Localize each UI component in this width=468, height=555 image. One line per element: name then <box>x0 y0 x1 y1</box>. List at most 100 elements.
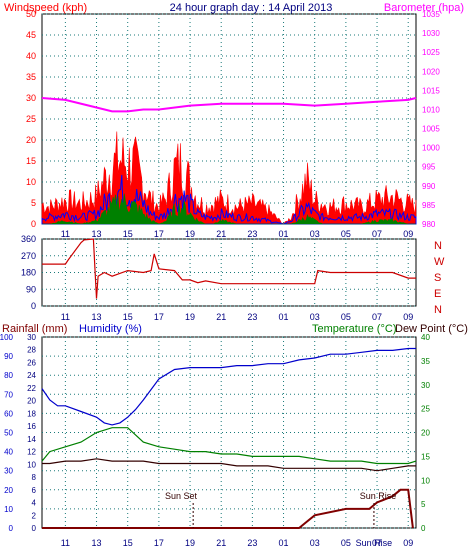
rain-y-tick: 14 <box>27 435 36 444</box>
wind-y-tick: 20 <box>26 135 36 145</box>
bottom-x-tick: 09 <box>403 538 413 548</box>
rain-y-tick: 12 <box>27 448 36 457</box>
rain-y-tick: 16 <box>27 422 36 431</box>
barometer-y-tick: 990 <box>422 182 436 191</box>
direction-x-tick: 21 <box>216 312 226 322</box>
barometer-axis-title: Barometer (hpa) <box>384 2 464 14</box>
wind-x-tick: 07 <box>372 229 382 239</box>
direction-x-tick: 13 <box>92 312 102 322</box>
bottom-x-tick: 11 <box>61 538 70 548</box>
direction-series <box>42 238 416 299</box>
humidity-axis-title: Humidity (%) <box>79 323 142 335</box>
wind-y-tick: 5 <box>31 198 36 208</box>
barometer-y-tick: 985 <box>422 201 436 210</box>
temperature-y-tick: 15 <box>421 452 430 461</box>
sunset-annotation: Sun Set <box>165 491 198 501</box>
wind-y-tick: 40 <box>26 51 36 61</box>
direction-x-tick: 17 <box>154 312 164 322</box>
rain-y-tick: 0 <box>32 524 37 533</box>
barometer-y-tick: 1000 <box>422 144 440 153</box>
direction-y-tick: 0 <box>31 301 36 311</box>
bottom-x-tick: 03 <box>310 538 320 548</box>
temperature-axis-title: Temperature (°C) <box>312 323 396 335</box>
humidity-y-tick: 40 <box>4 448 13 457</box>
barometer-series <box>41 97 417 113</box>
direction-letter-s: S <box>434 272 441 284</box>
wind-x-tick: 03 <box>310 229 320 239</box>
wind-x-tick: 01 <box>279 229 289 239</box>
wind-y-tick: 35 <box>26 72 36 82</box>
barometer-y-tick: 1010 <box>422 105 440 114</box>
direction-x-tick: 11 <box>61 312 70 322</box>
bottom-x-tick: 17 <box>154 538 164 548</box>
direction-y-tick: 360 <box>21 234 36 244</box>
humidity-y-tick: 30 <box>4 467 13 476</box>
direction-line <box>42 238 416 299</box>
barometer-y-tick: 1025 <box>422 48 440 57</box>
direction-x-tick: 05 <box>341 312 351 322</box>
wind-y-tick: 15 <box>26 156 36 166</box>
wind-x-tick: 05 <box>341 229 351 239</box>
direction-letter-n-top: N <box>434 240 442 252</box>
bottom-x-tick: Sun Rise <box>356 538 393 548</box>
rain-y-tick: 24 <box>27 371 36 380</box>
wind-x-tick: 15 <box>123 229 133 239</box>
rain-y-tick: 26 <box>27 358 36 367</box>
rain-y-tick: 6 <box>32 486 37 495</box>
wind-x-tick: 11 <box>61 229 70 239</box>
wind-y-tick: 25 <box>26 114 36 124</box>
temperature-y-tick: 0 <box>421 524 426 533</box>
temperature-y-tick: 20 <box>421 429 430 438</box>
wind-x-tick: 09 <box>403 229 413 239</box>
direction-letters: N W S E N <box>434 240 445 316</box>
rainfall-line <box>42 488 414 529</box>
wind-y-tick: 10 <box>26 177 36 187</box>
direction-y-tick: 180 <box>21 268 36 278</box>
direction-x-tick: 19 <box>185 312 195 322</box>
bottom-x-tick: 19 <box>185 538 195 548</box>
barometer-y-tick: 1020 <box>422 67 440 76</box>
bottom-x-tick: 23 <box>247 538 257 548</box>
temperature-line <box>41 427 417 465</box>
wind-axis-title: Windspeed (kph) <box>4 2 87 14</box>
rain-y-tick: 28 <box>27 346 36 355</box>
temperature-y-tick: 35 <box>421 357 430 366</box>
direction-x-tick: 03 <box>310 312 320 322</box>
direction-letter-e: E <box>434 288 441 300</box>
wind-x-tick: 21 <box>216 229 226 239</box>
humidity-y-tick: 60 <box>4 409 13 418</box>
humidity-line <box>41 347 416 426</box>
rainfall-axis-title: Rainfall (mm) <box>2 323 67 335</box>
rain-y-tick: 18 <box>27 409 36 418</box>
tick-labels: 0510152025303540455098098599099510001005… <box>0 9 440 548</box>
direction-x-tick: 07 <box>372 312 382 322</box>
rain-y-tick: 2 <box>32 511 37 520</box>
humidity-y-tick: 10 <box>4 505 13 514</box>
wind-x-tick: 23 <box>247 229 257 239</box>
barometer-y-tick: 995 <box>422 163 436 172</box>
wind-x-tick: 19 <box>185 229 195 239</box>
grid-lines <box>42 13 416 529</box>
wind-series <box>41 131 417 225</box>
barometer-y-tick: 980 <box>422 220 436 229</box>
wind-x-tick: 17 <box>154 229 164 239</box>
dewpoint-axis-title: Dew Point (°C) <box>395 323 468 335</box>
rain-y-tick: 10 <box>27 460 36 469</box>
humidity-y-tick: 100 <box>0 333 14 342</box>
direction-x-tick: 01 <box>279 312 289 322</box>
wind-y-tick: 45 <box>26 30 36 40</box>
rain-y-tick: 4 <box>32 499 37 508</box>
temperature-series <box>41 347 417 529</box>
wind-x-tick: 13 <box>92 229 102 239</box>
bottom-x-tick: 07 <box>372 538 382 548</box>
direction-x-tick: 15 <box>123 312 133 322</box>
temperature-y-tick: 30 <box>421 381 430 390</box>
rain-y-tick: 22 <box>27 384 36 393</box>
temperature-y-tick: 10 <box>421 476 430 485</box>
barometer-y-tick: 1005 <box>422 125 440 134</box>
humidity-y-tick: 80 <box>4 371 13 380</box>
direction-y-tick: 270 <box>21 251 36 261</box>
bottom-x-tick: 05 <box>341 538 351 548</box>
